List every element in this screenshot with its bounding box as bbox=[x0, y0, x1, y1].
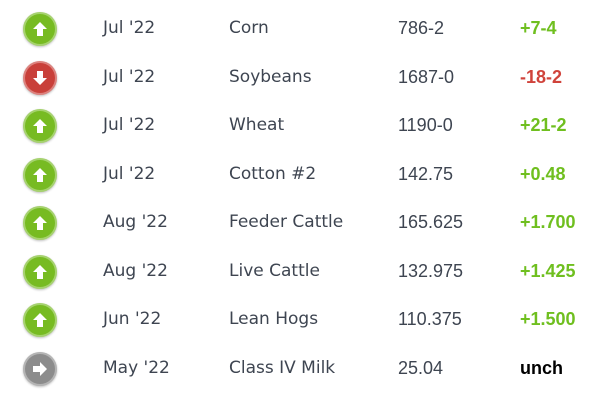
commodity-name: Class IV Milk bbox=[229, 357, 336, 378]
price-change: +7-4 bbox=[520, 18, 557, 38]
commodity-name: Soybeans bbox=[229, 66, 312, 87]
contract-month: Jul '22 bbox=[103, 115, 156, 135]
table-row[interactable]: Jul '22 Soybeans 1687-0 -18-2 bbox=[0, 54, 600, 102]
price: 1687-0 bbox=[398, 66, 455, 87]
contract-month: Jun '22 bbox=[103, 309, 162, 329]
price: 25.04 bbox=[398, 357, 444, 378]
contract-month: Aug '22 bbox=[103, 212, 168, 232]
table-row[interactable]: Jul '22 Corn 786-2 +7-4 bbox=[0, 5, 600, 53]
price: 142.75 bbox=[398, 163, 454, 184]
arrow-up-icon bbox=[23, 157, 57, 192]
table-row[interactable]: Jul '22 Cotton #2 142.75 +0.48 bbox=[0, 151, 600, 199]
price-change: +0.48 bbox=[520, 163, 566, 184]
price-change: +21-2 bbox=[520, 115, 567, 135]
arrow-right-icon bbox=[23, 351, 57, 386]
price-change: unch bbox=[520, 357, 563, 378]
table-row[interactable]: Jun '22 Lean Hogs 110.375 +1.500 bbox=[0, 296, 600, 344]
price-change: +1.425 bbox=[520, 260, 576, 281]
commodity-name: Live Cattle bbox=[229, 260, 320, 281]
contract-month: May '22 bbox=[103, 357, 170, 378]
arrow-up-icon bbox=[23, 303, 57, 337]
table-row[interactable]: May '22 Class IV Milk 25.04 unch bbox=[0, 345, 600, 393]
contract-month: Jul '22 bbox=[103, 18, 156, 38]
commodity-name: Wheat bbox=[229, 115, 285, 135]
commodity-name: Cotton #2 bbox=[229, 163, 317, 184]
commodity-name: Feeder Cattle bbox=[229, 212, 344, 232]
commodity-name: Corn bbox=[229, 18, 269, 38]
contract-month: Jul '22 bbox=[103, 163, 156, 184]
price: 165.625 bbox=[398, 212, 464, 232]
contract-month: Aug '22 bbox=[103, 260, 168, 281]
contract-month: Jul '22 bbox=[103, 66, 156, 87]
price: 1190-0 bbox=[398, 115, 453, 135]
arrow-up-icon bbox=[23, 109, 57, 143]
price-change: -18-2 bbox=[520, 66, 563, 87]
arrow-down-icon bbox=[23, 60, 57, 95]
price: 132.975 bbox=[398, 260, 464, 281]
price-change: +1.500 bbox=[520, 309, 576, 329]
commodity-name: Lean Hogs bbox=[229, 309, 319, 329]
table-row[interactable]: Aug '22 Feeder Cattle 165.625 +1.700 bbox=[0, 199, 600, 247]
arrow-up-icon bbox=[23, 206, 57, 240]
price-change: +1.700 bbox=[520, 212, 576, 232]
arrow-up-icon bbox=[23, 12, 57, 46]
table-row[interactable]: Aug '22 Live Cattle 132.975 +1.425 bbox=[0, 248, 600, 296]
price: 786-2 bbox=[398, 18, 445, 38]
arrow-up-icon bbox=[23, 254, 57, 289]
table-row[interactable]: Jul '22 Wheat 1190-0 +21-2 bbox=[0, 102, 600, 150]
price: 110.375 bbox=[398, 309, 462, 329]
